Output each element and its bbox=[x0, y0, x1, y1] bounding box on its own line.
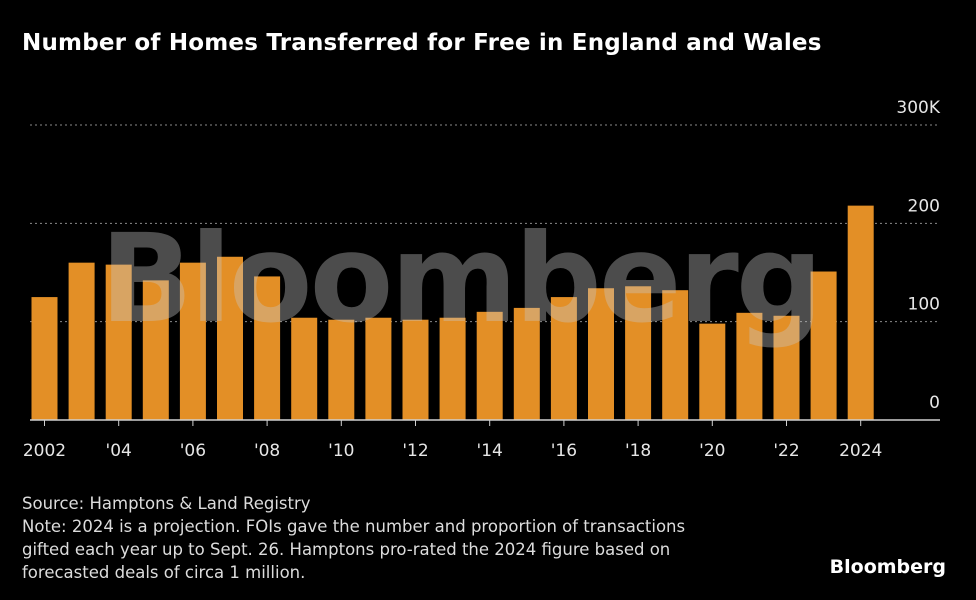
y-tick-label: 100 bbox=[908, 295, 940, 315]
bar-2014 bbox=[476, 311, 503, 420]
x-tick-label: '12 bbox=[402, 441, 428, 461]
note-line: Note: 2024 is a projection. FOIs gave th… bbox=[22, 517, 686, 536]
x-tick-label: '04 bbox=[106, 441, 132, 461]
bar-2006 bbox=[179, 262, 206, 420]
bar-2018 bbox=[625, 286, 652, 420]
bar-2005 bbox=[142, 280, 169, 420]
x-tick-label: '20 bbox=[699, 441, 725, 461]
note-line: gifted each year up to Sept. 26. Hampton… bbox=[22, 540, 671, 559]
bar-2007 bbox=[217, 256, 243, 420]
note-line: forecasted deals of circa 1 million. bbox=[22, 563, 306, 582]
source-text: Source: Hamptons & Land Registry bbox=[22, 494, 311, 513]
x-axis-ticks: 2002 '04 '06 '08 '10 '12 '14 '16 '18 '20 '22 2024 bbox=[23, 420, 882, 461]
bars bbox=[31, 205, 874, 420]
bar-2013 bbox=[439, 317, 466, 420]
y-axis-ticks: 0 100 200 300K bbox=[896, 98, 940, 413]
x-tick-label: '14 bbox=[477, 441, 503, 461]
x-tick-label: '22 bbox=[773, 441, 799, 461]
bar-2012 bbox=[402, 319, 429, 420]
bar-2010 bbox=[328, 319, 355, 420]
bloomberg-logo: Bloomberg bbox=[829, 556, 946, 578]
x-tick-label: '16 bbox=[551, 441, 577, 461]
y-tick-label: 0 bbox=[929, 393, 940, 413]
bar-2002 bbox=[31, 297, 58, 420]
x-tick-label: 2002 bbox=[23, 441, 66, 461]
x-tick-label: '18 bbox=[625, 441, 651, 461]
y-tick-label: 300K bbox=[896, 98, 940, 118]
bar-2015 bbox=[513, 307, 540, 420]
x-tick-label: '10 bbox=[328, 441, 354, 461]
bar-2022 bbox=[773, 315, 800, 420]
bar-2023 bbox=[810, 271, 837, 420]
chart-footer: Source: Hamptons & Land Registry Note: 2… bbox=[22, 492, 685, 584]
bar-2024 bbox=[847, 205, 874, 420]
bar-2020 bbox=[699, 323, 726, 420]
bar-2003 bbox=[68, 262, 95, 420]
bar-2009 bbox=[291, 317, 318, 420]
bar-2016 bbox=[550, 297, 577, 420]
y-tick-label: 200 bbox=[908, 196, 940, 216]
bar-2021 bbox=[736, 312, 763, 420]
x-tick-label: '08 bbox=[254, 441, 280, 461]
bar-2019 bbox=[662, 290, 689, 420]
bar-2004 bbox=[105, 264, 132, 420]
bar-2008 bbox=[254, 276, 281, 420]
chart-title: Number of Homes Transferred for Free in … bbox=[22, 30, 822, 56]
bar-2017 bbox=[588, 288, 614, 420]
x-tick-label: '06 bbox=[180, 441, 206, 461]
bar-2011 bbox=[365, 317, 392, 420]
x-tick-label: 2024 bbox=[839, 441, 882, 461]
